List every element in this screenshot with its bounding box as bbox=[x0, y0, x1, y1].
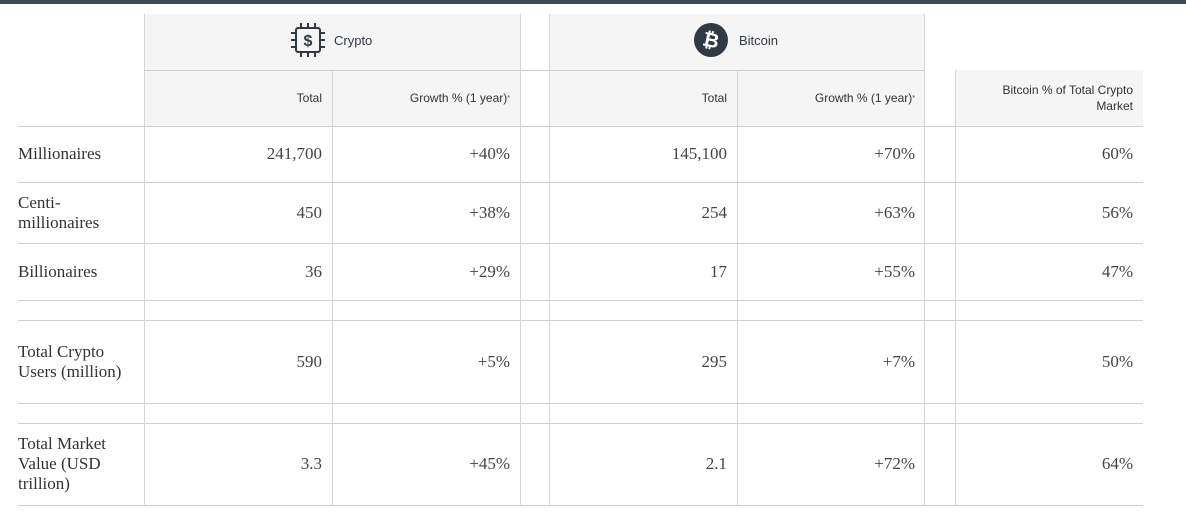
top-bar bbox=[0, 0, 1186, 4]
column-rule bbox=[549, 14, 550, 506]
row-label-total-crypto-users: Total Crypto Users (million) bbox=[18, 341, 122, 381]
cell-bitcoin-total: 2.1 bbox=[705, 454, 727, 473]
column-rule bbox=[924, 14, 925, 506]
crypto-group-header: $ Crypto bbox=[290, 22, 372, 58]
row-rule bbox=[18, 320, 1143, 321]
bitcoin-growth-header: Growth % (1 year) * bbox=[737, 70, 915, 126]
cell-crypto-growth: +29% bbox=[469, 261, 510, 281]
group-header-rule bbox=[144, 70, 925, 71]
cell-crypto-growth: +45% bbox=[469, 454, 510, 473]
cell-bitcoin-growth: +70% bbox=[874, 144, 915, 163]
row-rule bbox=[18, 243, 1143, 244]
cell-crypto-growth: +5% bbox=[477, 351, 510, 371]
cell-bitcoin-total: 145,100 bbox=[671, 144, 727, 163]
footnote-marker: * bbox=[507, 94, 510, 102]
crypto-total-header: Total bbox=[144, 70, 322, 126]
row-rule bbox=[18, 403, 1143, 404]
cell-bitcoin-share: 50% bbox=[1101, 351, 1133, 371]
row-rule bbox=[18, 182, 1143, 183]
row-rule bbox=[18, 423, 1143, 424]
row-label-billionaires: Billionaires bbox=[18, 261, 98, 281]
column-rule bbox=[332, 70, 333, 506]
crypto-group-label: Crypto bbox=[334, 32, 373, 48]
column-rule bbox=[737, 70, 738, 506]
row-rule bbox=[18, 300, 1143, 301]
cell-crypto-total: 36 bbox=[305, 261, 322, 281]
cell-bitcoin-total: 295 bbox=[701, 351, 728, 371]
header-bottom-rule bbox=[18, 126, 1143, 127]
cell-bitcoin-share: 64% bbox=[1101, 454, 1133, 473]
row-rule bbox=[18, 505, 1143, 506]
svg-text:₿: ₿ bbox=[701, 27, 722, 54]
cell-bitcoin-share: 47% bbox=[1101, 261, 1133, 281]
column-header-label: Total bbox=[296, 91, 322, 105]
column-header-label: Growth % (1 year) bbox=[409, 91, 508, 105]
cell-crypto-growth: +38% bbox=[469, 202, 510, 222]
bitcoin-group-header: ₿ Bitcoin bbox=[693, 22, 778, 58]
cell-bitcoin-growth: +7% bbox=[882, 351, 915, 371]
cell-bitcoin-growth: +63% bbox=[874, 202, 915, 222]
crypto-chip-dollar-icon: $ bbox=[290, 22, 326, 58]
column-header-label: Total bbox=[701, 91, 727, 105]
cell-crypto-total: 3.3 bbox=[300, 454, 322, 473]
cell-crypto-total: 241,700 bbox=[266, 144, 322, 163]
cell-bitcoin-growth: +72% bbox=[874, 454, 915, 473]
column-rule bbox=[520, 14, 521, 506]
crypto-growth-header: Growth % (1 year) * bbox=[332, 70, 510, 126]
cell-crypto-growth: +40% bbox=[469, 144, 510, 163]
share-header-bg bbox=[955, 70, 1143, 126]
cell-crypto-total: 590 bbox=[296, 351, 323, 371]
bitcoin-group-label: Bitcoin bbox=[739, 32, 779, 48]
cell-bitcoin-share: 60% bbox=[1101, 144, 1133, 163]
svg-text:$: $ bbox=[304, 33, 313, 50]
row-label-millionaires: Millionaires bbox=[18, 144, 102, 163]
cell-bitcoin-growth: +55% bbox=[874, 261, 915, 281]
column-header-label: Bitcoin % of Total Crypto Market bbox=[1002, 83, 1133, 113]
column-header-label: Growth % (1 year) bbox=[814, 91, 913, 105]
cell-bitcoin-total: 17 bbox=[710, 261, 727, 281]
row-label-total-market-value: Total Market Value (USD trillion) bbox=[18, 434, 107, 493]
bitcoin-share-header: Bitcoin % of Total Crypto Market bbox=[955, 70, 1133, 126]
cell-crypto-total: 450 bbox=[296, 202, 323, 222]
footnote-marker: * bbox=[912, 94, 915, 102]
column-rule bbox=[955, 70, 956, 506]
bitcoin-logo-icon: ₿ bbox=[693, 22, 729, 58]
cell-bitcoin-total: 254 bbox=[701, 202, 728, 222]
bitcoin-total-header: Total bbox=[549, 70, 727, 126]
row-label-centi-millionaires: Centi-millionaires bbox=[18, 192, 100, 232]
column-rule bbox=[144, 14, 145, 506]
cell-bitcoin-share: 56% bbox=[1101, 202, 1133, 222]
